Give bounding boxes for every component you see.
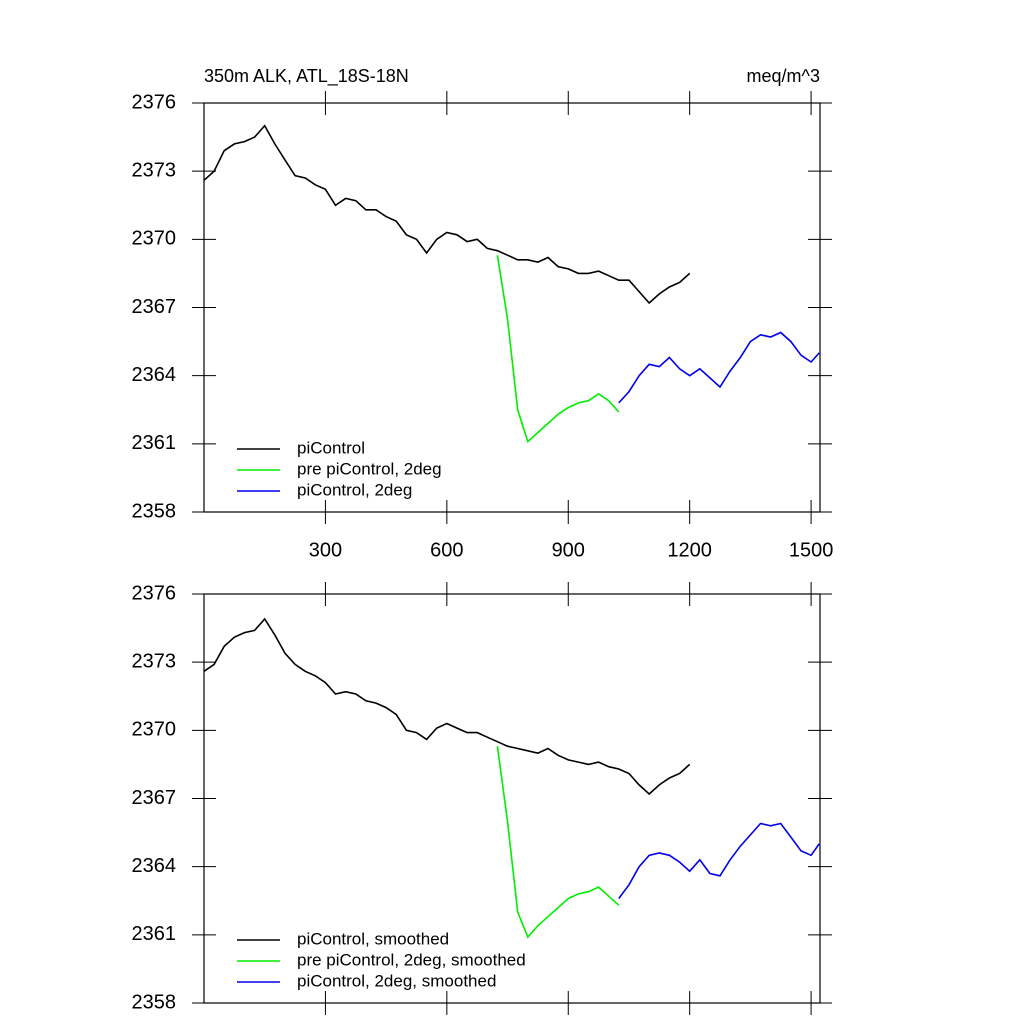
data-line — [618, 331, 820, 404]
legend-label: piControl — [297, 438, 365, 457]
data-line — [618, 822, 820, 899]
y-tick-label: 2358 — [132, 991, 177, 1013]
y-tick-label: 2376 — [132, 91, 177, 113]
y-tick-label: 2373 — [132, 159, 177, 181]
y-tick-label: 2364 — [132, 364, 177, 386]
legend-label: pre piControl, 2deg, smoothed — [297, 950, 526, 969]
units-label: meq/m^3 — [747, 66, 820, 86]
x-tick-label: 900 — [552, 539, 585, 561]
x-tick-label: 600 — [430, 539, 463, 561]
y-tick-label: 2376 — [132, 582, 177, 604]
y-tick-label: 2367 — [132, 787, 177, 809]
y-tick-label: 2367 — [132, 296, 177, 318]
legend-label: piControl, smoothed — [297, 929, 449, 948]
data-line — [496, 255, 620, 444]
x-tick-label: 1200 — [667, 539, 712, 561]
y-tick-label: 2361 — [132, 923, 177, 945]
data-line — [496, 746, 620, 939]
legend-label: pre piControl, 2deg — [297, 459, 442, 478]
data-line — [203, 617, 691, 796]
y-tick-label: 2370 — [132, 228, 177, 250]
legend-label: piControl, 2deg, smoothed — [297, 971, 496, 990]
y-tick-label: 2370 — [132, 719, 177, 741]
x-tick-label: 300 — [309, 539, 342, 561]
y-tick-label: 2361 — [132, 432, 177, 454]
data-line — [203, 124, 691, 305]
y-tick-label: 2373 — [132, 650, 177, 672]
legend-label: piControl, 2deg — [297, 480, 412, 499]
y-tick-label: 2364 — [132, 855, 177, 877]
chart-title: 350m ALK, ATL_18S-18N — [204, 66, 409, 87]
x-tick-label: 1500 — [789, 539, 834, 561]
y-tick-label: 2358 — [132, 500, 177, 522]
